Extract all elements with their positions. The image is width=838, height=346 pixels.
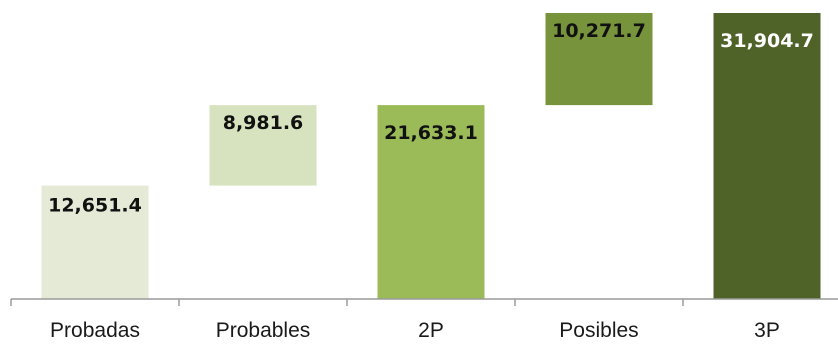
bar-3p [713,13,821,299]
data-label-probables: 8,981.6 [223,112,304,134]
x-tick-label-posibles: Posibles [559,319,638,342]
x-tick-label-probables: Probables [216,319,311,342]
bar-posibles [545,13,653,106]
x-tick-label-3p: 3P [754,319,780,342]
data-label-probadas: 12,651.4 [48,195,142,217]
data-label-3p: 31,904.7 [720,30,814,52]
data-label-posibles: 10,271.7 [552,20,646,42]
x-axis [10,298,838,306]
bar-probables [209,105,317,186]
data-label-2p: 21,633.1 [384,122,478,144]
bar-probadas [41,185,149,299]
bar-2p [377,105,485,299]
x-tick-label-probadas: Probadas [50,319,140,342]
bars-layer [41,13,821,299]
labels-layer: 12,651.4 Probadas 8,981.6 Probables 21,633.1… [48,20,814,342]
x-tick-label-2p: 2P [418,319,444,342]
